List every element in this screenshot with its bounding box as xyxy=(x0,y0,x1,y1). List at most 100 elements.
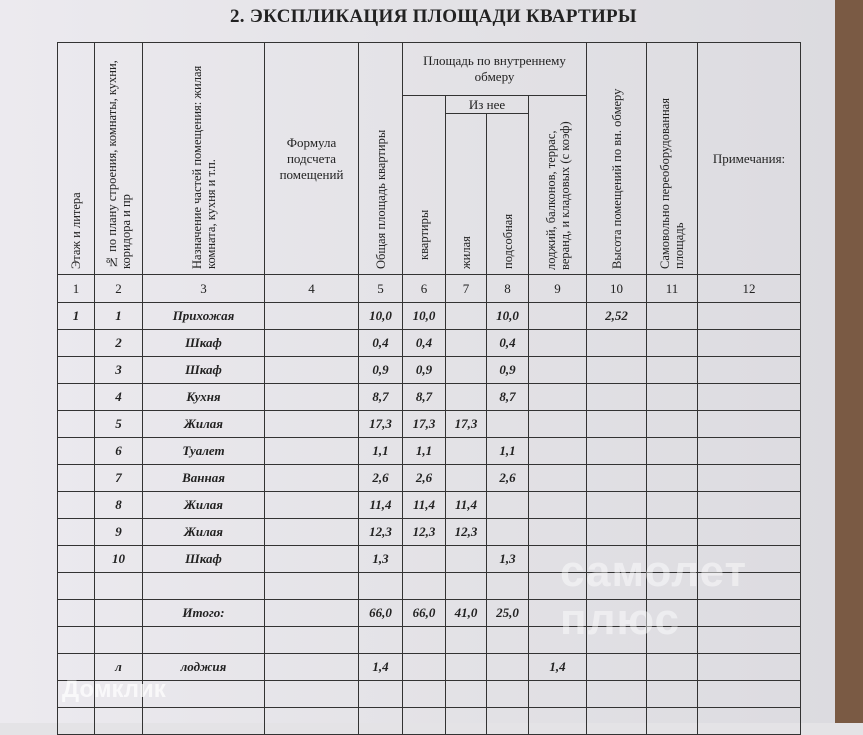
header-of-which: Из нее xyxy=(445,94,529,115)
table-cell xyxy=(264,410,359,438)
table-cell xyxy=(586,707,647,735)
table-cell: 0,4 xyxy=(486,329,529,357)
table-cell xyxy=(528,707,587,735)
table-cell xyxy=(528,329,587,357)
table-cell: 5 xyxy=(94,410,143,438)
table-cell xyxy=(646,545,698,573)
table-cell xyxy=(646,491,698,519)
table-cell xyxy=(264,545,359,573)
table-row: 2 Шкаф 0,4 0,4 0,4 xyxy=(57,329,801,357)
table-cell xyxy=(586,599,647,627)
table-cell xyxy=(94,626,143,654)
table-cell xyxy=(697,518,801,546)
table-cell: Итого: xyxy=(142,599,265,627)
page-title: 2. ЭКСПЛИКАЦИЯ ПЛОЩАДИ КВАРТИРЫ xyxy=(230,6,637,27)
table-cell xyxy=(586,572,647,600)
table-cell: 1,1 xyxy=(402,437,446,465)
table-cell xyxy=(697,707,801,735)
table-cell: Прихожая xyxy=(142,302,265,330)
table-cell xyxy=(445,572,487,600)
table-cell xyxy=(57,707,95,735)
table-cell: 10 xyxy=(94,545,143,573)
table-cell xyxy=(264,599,359,627)
table-row: 3 Шкаф 0,9 0,9 0,9 xyxy=(57,356,801,384)
table-row: 4 Кухня 8,7 8,7 8,7 xyxy=(57,383,801,411)
table-cell: 1 xyxy=(94,302,143,330)
table-cell: 66,0 xyxy=(402,599,446,627)
watermark-samolet: самолет плюс xyxy=(560,547,748,644)
table-cell xyxy=(697,545,801,573)
table-cell xyxy=(445,437,487,465)
table-cell xyxy=(57,572,95,600)
table-cell: 1,3 xyxy=(486,545,529,573)
table-cell xyxy=(445,626,487,654)
table-cell xyxy=(402,707,446,735)
table-cell: 2,6 xyxy=(358,464,403,492)
table-cell xyxy=(586,356,647,384)
table-cell xyxy=(142,680,265,708)
column-number: 2 xyxy=(94,274,143,303)
table-cell xyxy=(358,707,403,735)
table-cell xyxy=(264,653,359,681)
table-cell: Кухня xyxy=(142,383,265,411)
header-formula: Формула подсчета помещений xyxy=(264,42,359,275)
table-cell: 4 xyxy=(94,383,143,411)
column-number: 12 xyxy=(697,274,801,303)
table-cell xyxy=(445,383,487,411)
table-cell xyxy=(646,707,698,735)
table-cell: 17,3 xyxy=(402,410,446,438)
table-cell: Шкаф xyxy=(142,329,265,357)
table-row: 8 Жилая 11,4 11,4 11,4 xyxy=(57,491,801,519)
table-cell: л xyxy=(94,653,143,681)
table-cell xyxy=(358,572,403,600)
table-cell xyxy=(264,329,359,357)
table-cell xyxy=(528,464,587,492)
table-cell xyxy=(528,599,587,627)
table-cell xyxy=(528,491,587,519)
table-cell: 11,4 xyxy=(402,491,446,519)
table-cell xyxy=(646,437,698,465)
table-cell xyxy=(697,302,801,330)
explication-table: Этаж и литера № по плану строения, комна… xyxy=(57,42,801,735)
header-living: жилая xyxy=(445,113,487,275)
table-cell: 7 xyxy=(94,464,143,492)
table-cell xyxy=(57,383,95,411)
table-cell: 10,0 xyxy=(486,302,529,330)
table-cell xyxy=(264,626,359,654)
table-cell: 10,0 xyxy=(358,302,403,330)
table-cell xyxy=(646,302,698,330)
table-cell: 8,7 xyxy=(358,383,403,411)
table-cell xyxy=(646,653,698,681)
table-cell xyxy=(486,680,529,708)
header-unauthorized: Самовольно переоборудованная площадь xyxy=(646,42,698,275)
table-cell xyxy=(586,383,647,411)
table-cell: 8,7 xyxy=(486,383,529,411)
table-cell xyxy=(445,356,487,384)
table-cell xyxy=(697,572,801,600)
table-cell: 2,52 xyxy=(586,302,647,330)
table-cell xyxy=(402,680,446,708)
table-cell: 9 xyxy=(94,518,143,546)
table-cell xyxy=(264,302,359,330)
table-cell: 12,3 xyxy=(445,518,487,546)
table-cell: Ванная xyxy=(142,464,265,492)
table-cell xyxy=(646,572,698,600)
table-cell xyxy=(697,410,801,438)
table-cell xyxy=(402,545,446,573)
table-row: 1 1 Прихожая 10,0 10,0 10,0 2,52 xyxy=(57,302,801,330)
table-cell: 12,3 xyxy=(358,518,403,546)
table-cell: 3 xyxy=(94,356,143,384)
table-cell xyxy=(142,626,265,654)
table-cell xyxy=(697,437,801,465)
column-number: 4 xyxy=(264,274,359,303)
table-cell xyxy=(57,626,95,654)
table-cell: Жилая xyxy=(142,518,265,546)
table-cell xyxy=(264,491,359,519)
table-cell xyxy=(445,653,487,681)
header-internal-area: Площадь по внутреннему обмеру xyxy=(402,42,587,96)
table-cell: 2,6 xyxy=(402,464,446,492)
table-cell: 8 xyxy=(94,491,143,519)
header-apartment: квартиры xyxy=(402,95,446,275)
table-cell xyxy=(264,356,359,384)
header-height: Высота помещений по вн. обмеру xyxy=(586,42,647,275)
